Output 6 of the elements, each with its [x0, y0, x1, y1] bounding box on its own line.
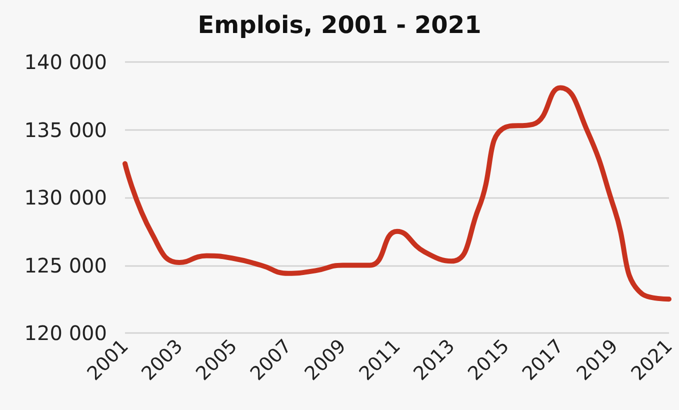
- y-tick-label: 120 000: [24, 321, 107, 345]
- chart-title: Emplois, 2001 - 2021: [198, 11, 482, 39]
- y-tick-label: 140 000: [24, 50, 107, 74]
- y-tick-label: 135 000: [24, 118, 107, 142]
- y-tick-label: 130 000: [24, 186, 107, 210]
- y-tick-label: 125 000: [24, 253, 107, 278]
